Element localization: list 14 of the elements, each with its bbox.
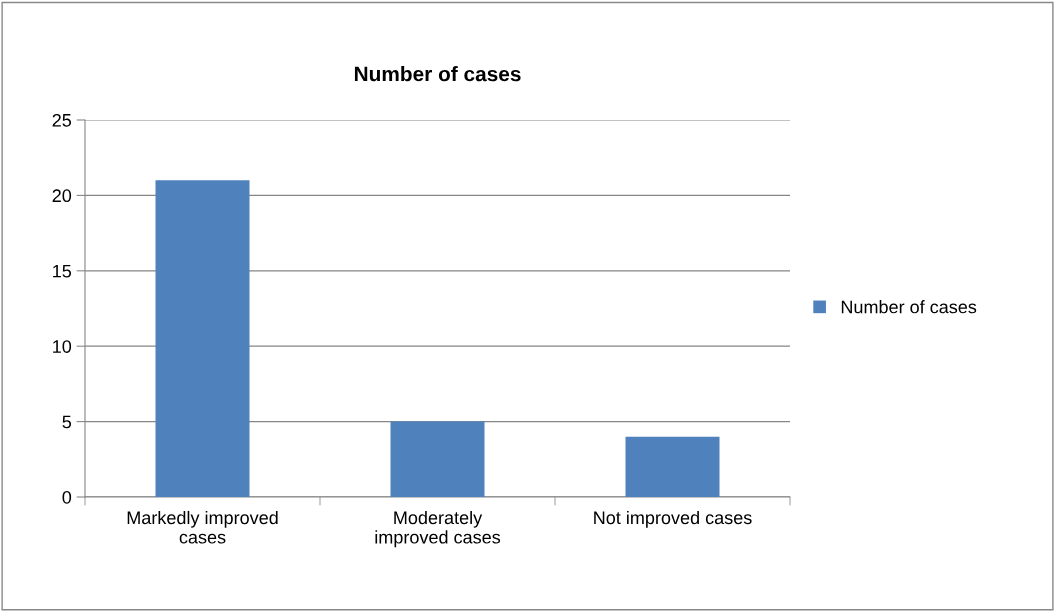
x-tick-label: Moderately improved cases xyxy=(375,510,501,548)
x-tick-label: Markedly improved cases xyxy=(127,510,278,544)
y-tick-label: 5 xyxy=(62,415,72,429)
legend-label: Number of cases xyxy=(841,300,977,314)
bar xyxy=(155,180,250,497)
y-tick-label: 15 xyxy=(53,264,72,278)
chart-title: Number of cases xyxy=(354,66,521,82)
bar xyxy=(625,436,720,497)
y-tick-label: 0 xyxy=(62,490,72,504)
bar xyxy=(390,421,485,497)
x-tick-label: Not improved cases xyxy=(594,510,752,528)
y-tick-label: 10 xyxy=(53,340,72,353)
y-tick-label: 25 xyxy=(52,113,72,127)
y-tick-label: 20 xyxy=(52,189,72,203)
